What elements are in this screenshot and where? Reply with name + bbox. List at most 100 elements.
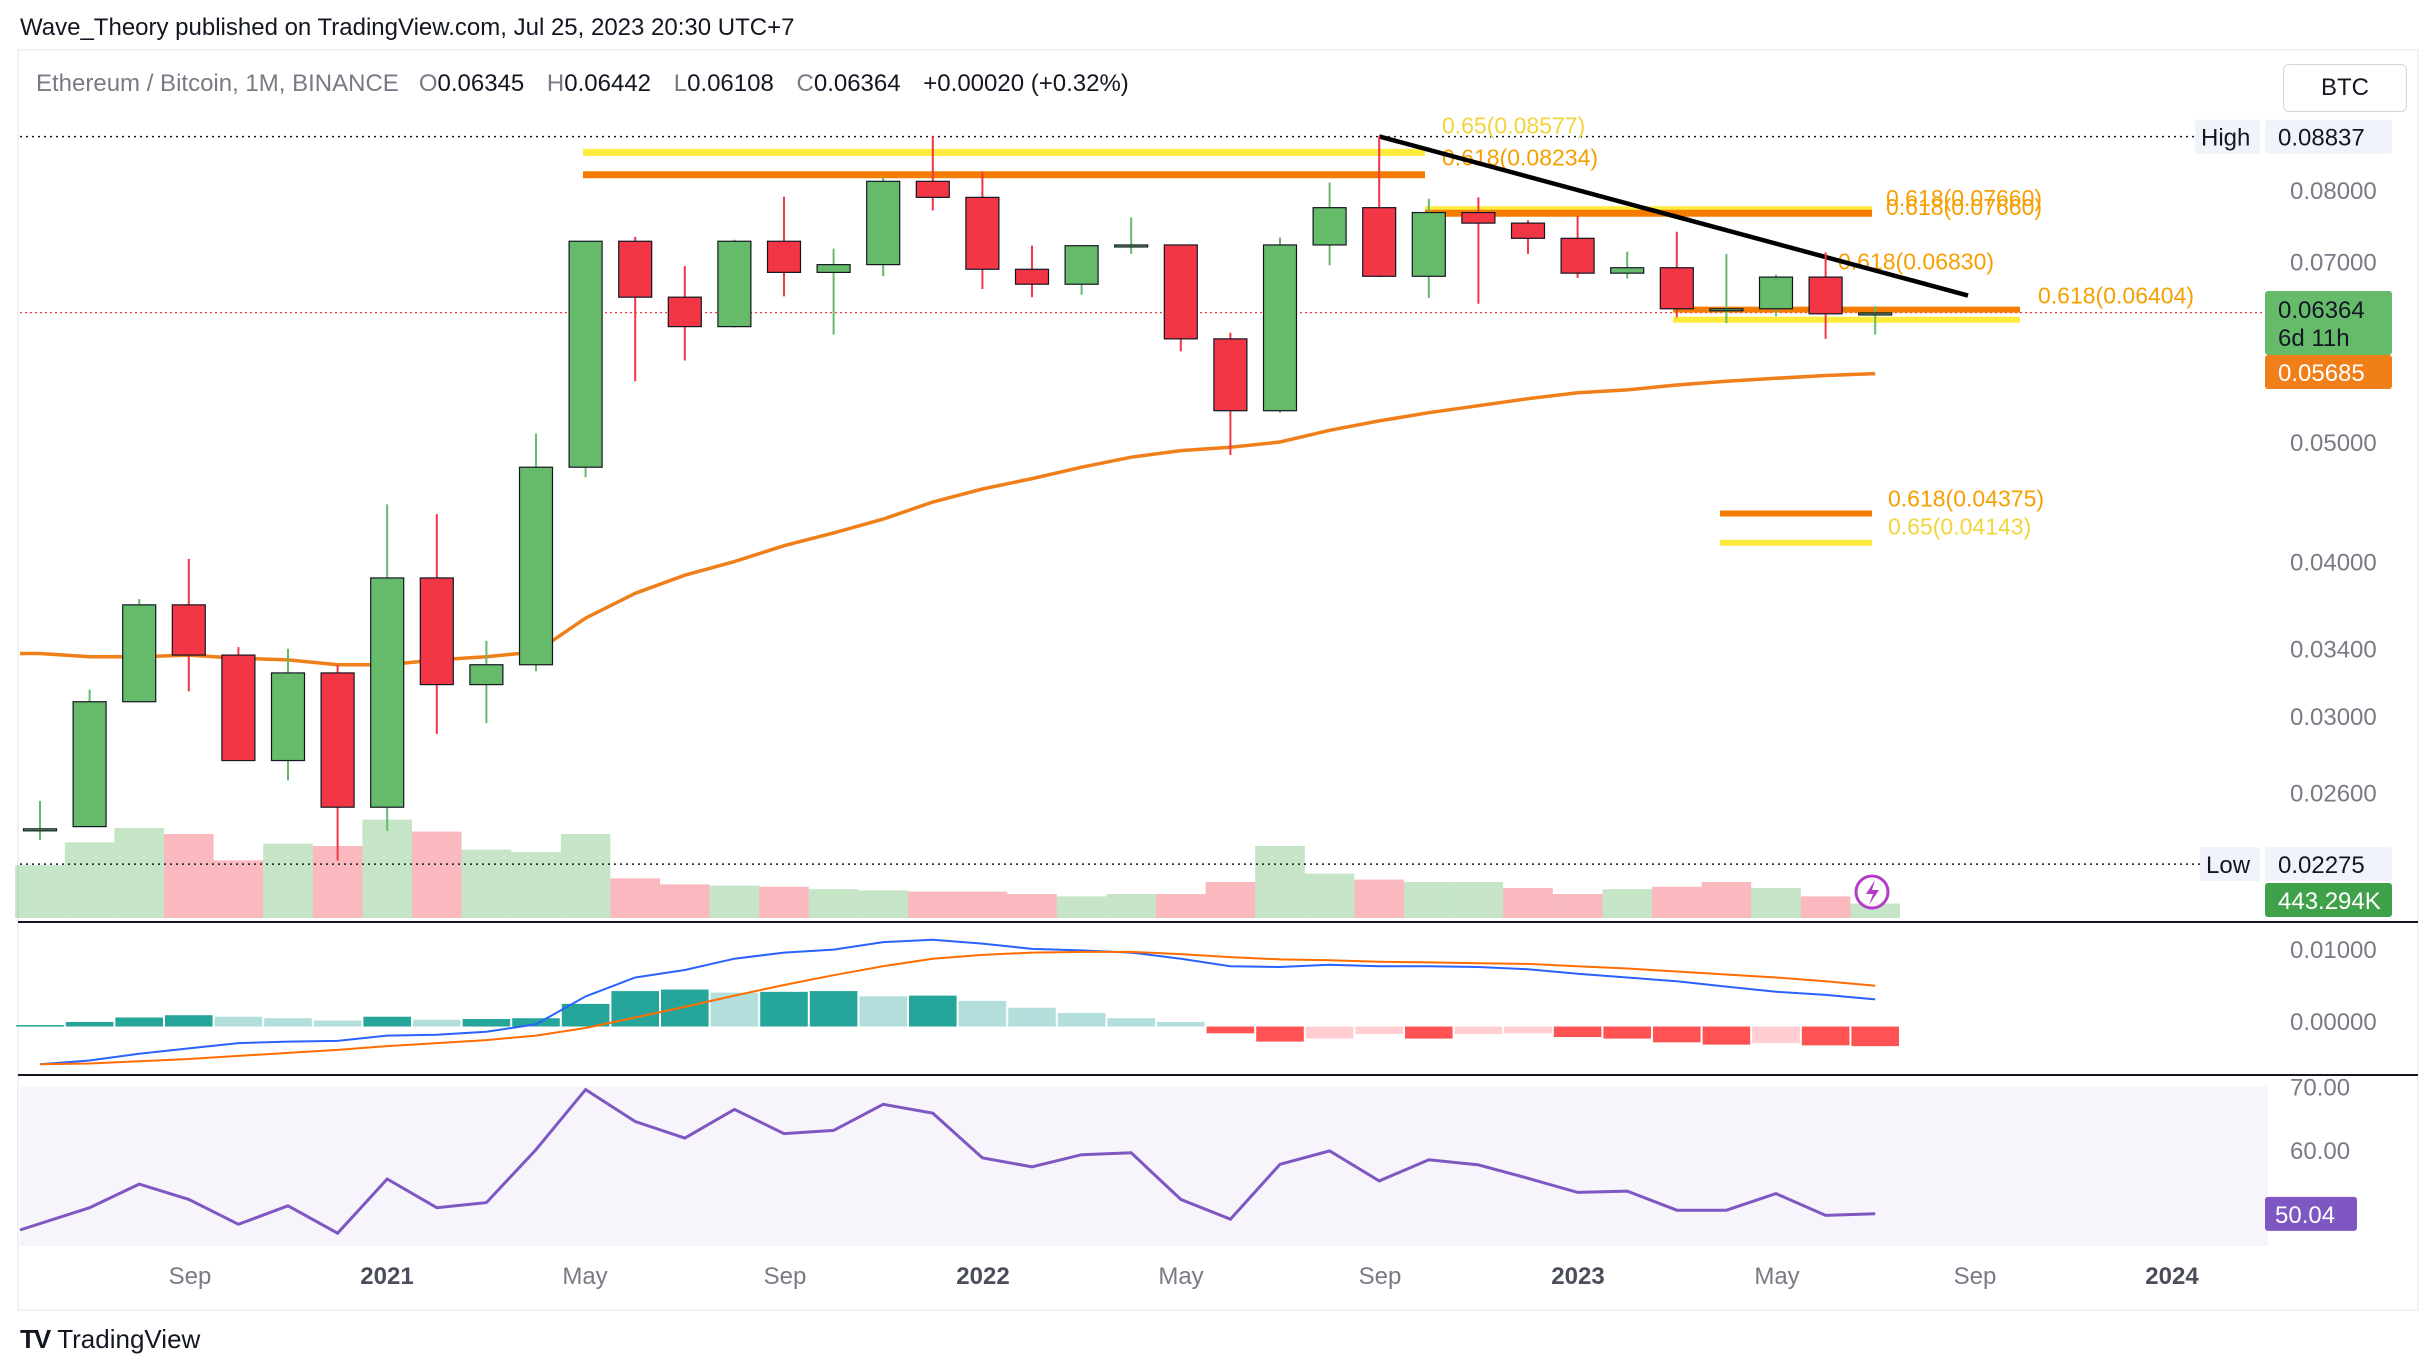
candle-body (1064, 245, 1099, 285)
last-price-tag: 0.06364 (2278, 297, 2365, 324)
candle-body (370, 577, 405, 808)
time-axis-tick: Sep (1359, 1263, 1402, 1290)
moving-average-line (20, 371, 1876, 667)
macd-histogram-bar (462, 1018, 511, 1027)
volume-bar (957, 891, 1008, 918)
volume-bar (1354, 879, 1404, 918)
open-label: O (418, 70, 438, 97)
volume-bar (1751, 888, 1801, 918)
volume-bar (1205, 882, 1256, 918)
volume-bar (1701, 882, 1752, 918)
candle-body (667, 296, 702, 328)
candle-body (320, 672, 355, 808)
low-tag: Low (2206, 852, 2251, 879)
macd-histogram-bar (661, 989, 709, 1027)
volume-bar (15, 865, 65, 918)
candle-body (1858, 312, 1893, 316)
volume-bar (263, 843, 313, 918)
macd-histogram-bar (1504, 1026, 1552, 1034)
currency-button[interactable]: BTC (2283, 64, 2407, 112)
macd-histogram-bar (1702, 1026, 1751, 1045)
footer-branding: TV TradingView (20, 1324, 200, 1355)
volume-bar (213, 860, 264, 918)
low-value-label: 0.02275 (2278, 852, 2365, 879)
high-label: H (546, 70, 565, 97)
volume-bar (1503, 888, 1553, 918)
candle-body (122, 604, 157, 703)
fib-level-label: 0.618(0.06404) (2038, 283, 2194, 309)
volume-bar (362, 819, 412, 918)
high-value-label: 0.08837 (2278, 125, 2365, 152)
rsi-value-label: 50.04 (2275, 1202, 2335, 1229)
candle-body (965, 196, 1000, 270)
candle-body (766, 240, 802, 273)
candle-body (1709, 308, 1744, 312)
volume-bar (1652, 886, 1702, 918)
price-axis-tick: 0.03400 (2290, 637, 2377, 664)
volume-bar (1850, 903, 1900, 918)
close-value: 0.06364 (813, 70, 901, 97)
volume-bar (709, 885, 760, 918)
volume-bar (1552, 894, 1603, 918)
rsi-value-label-bg (2265, 1196, 2357, 1231)
price-axis-tick: 0.08000 (2290, 178, 2377, 205)
candle-body (816, 264, 851, 273)
macd-histogram-bar (413, 1019, 461, 1027)
volume-bar (808, 889, 859, 918)
candle-body (1163, 244, 1198, 340)
time-axis-tick: May (562, 1263, 607, 1290)
macd-histogram-bar (1008, 1007, 1056, 1027)
volume-bar (1453, 882, 1504, 918)
low-tag-bg (2200, 847, 2260, 882)
ma-value-label-bg (2265, 355, 2392, 389)
price-axis-tick: 0.05000 (2290, 430, 2377, 457)
fib-level-label: 0.618(0.07660) (1886, 185, 2042, 211)
candle-body (1659, 267, 1694, 310)
time-axis-tick: Sep (169, 1263, 212, 1290)
high-value-label-bg (2265, 119, 2392, 154)
volume-bar (1404, 882, 1454, 918)
macd-histogram-bar (214, 1016, 263, 1027)
macd-histogram-bar (1405, 1026, 1453, 1039)
price-axis-tick: 0.04000 (2290, 550, 2377, 577)
low-value-label-bg (2265, 847, 2392, 882)
macd-histogram-bar (1752, 1026, 1800, 1044)
price-axis-tick: 0.02600 (2290, 781, 2377, 808)
macd-histogram-bar (1107, 1018, 1155, 1027)
candle-body (221, 654, 256, 762)
fib-level-label: 0.618(0.08234) (1442, 144, 1598, 170)
high-tag: High (2201, 125, 2250, 152)
volume-bar (660, 884, 710, 918)
macd-histogram-bar (1157, 1022, 1205, 1027)
candle-body (22, 828, 58, 832)
macd-histogram-bar (809, 991, 858, 1027)
candle-body (1560, 237, 1595, 274)
macd-histogram-bar (363, 1016, 411, 1027)
candle-body (469, 664, 504, 686)
countdown-tag: 6d 11h (2278, 325, 2350, 352)
volume-bar (1106, 894, 1156, 918)
candle-body (72, 701, 107, 828)
macd-line (39, 938, 1876, 1066)
macd-histogram-bar (710, 992, 759, 1027)
candle-body (1262, 244, 1298, 412)
price-axis-tick: 0.07000 (2290, 250, 2377, 277)
low-value: 0.06108 (687, 70, 774, 97)
macd-histogram-bar (958, 1000, 1007, 1027)
volume-bar (1255, 846, 1305, 918)
tradingview-brand: TradingView (57, 1324, 201, 1354)
time-axis-tick: 2021 (360, 1263, 413, 1290)
candle-body (1362, 207, 1397, 277)
macd-histogram-bar (1355, 1026, 1403, 1035)
time-axis-tick: 2023 (1551, 1263, 1604, 1290)
macd-histogram-bar (1851, 1026, 1899, 1047)
macd-histogram-bar (165, 1015, 213, 1027)
time-axis-tick: May (1158, 1263, 1203, 1290)
volume-bar (1800, 896, 1851, 918)
macd-histogram-bar (16, 1025, 64, 1027)
volume-bar (610, 878, 660, 918)
fib-level-label: 0.618(0.07660) (1886, 194, 2042, 220)
macd-histogram-bar (1256, 1026, 1304, 1042)
macd-histogram-bar (1057, 1012, 1106, 1027)
